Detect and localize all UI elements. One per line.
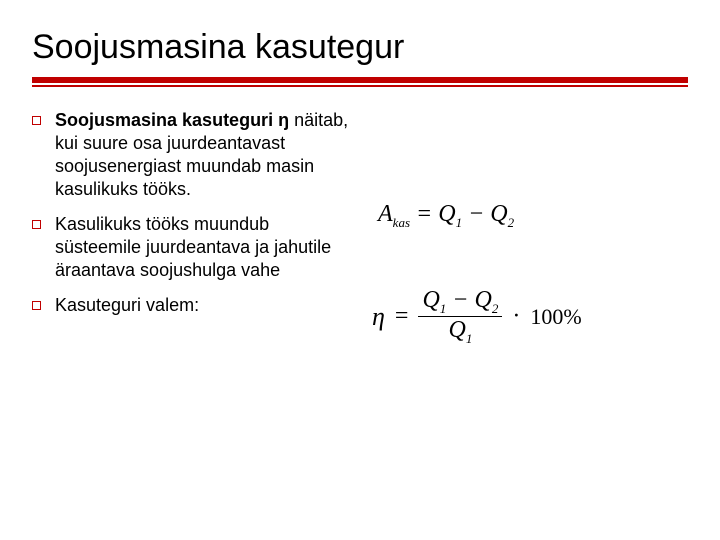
sub-2: 2 (492, 301, 499, 316)
var-Q1: Q (448, 317, 465, 343)
var-Q2: Q (490, 201, 507, 227)
list-item: Soojusmasina kasuteguri ŋ näitab, kui su… (32, 109, 352, 201)
var-Q2: Q (475, 287, 492, 313)
formula-efficiency-equation: η = Q1 − Q2 Q1 · 100% (372, 287, 582, 346)
bullet-list: Soojusmasina kasuteguri ŋ näitab, kui su… (32, 109, 352, 317)
var-A: A (378, 201, 393, 227)
sub-1: 1 (466, 331, 473, 346)
var-Q1: Q (422, 287, 439, 313)
slide: Soojusmasina kasutegur Soojusmasina kasu… (0, 0, 720, 540)
body: Soojusmasina kasuteguri ŋ näitab, kui su… (32, 109, 688, 329)
bullet-bold: Soojusmasina kasuteguri ŋ (55, 110, 289, 130)
bullet-text: Kasulikuks tööks muundub süsteemile juur… (55, 213, 352, 282)
var-eta: η (372, 302, 385, 332)
fraction: Q1 − Q2 Q1 (418, 287, 502, 346)
bullet-marker-icon (32, 116, 41, 125)
page-title: Soojusmasina kasutegur (32, 28, 688, 67)
underline-thin (32, 85, 688, 87)
formula-work-equation: Akas = Q1 − Q2 (378, 201, 514, 231)
sub-kas: kas (393, 215, 410, 230)
list-item: Kasuteguri valem: (32, 294, 352, 317)
var-Q1: Q (438, 201, 455, 227)
bullet-marker-icon (32, 220, 41, 229)
list-item: Kasulikuks tööks muundub süsteemile juur… (32, 213, 352, 282)
fraction-denominator: Q1 (444, 317, 476, 346)
fraction-numerator: Q1 − Q2 (418, 287, 502, 317)
left-column: Soojusmasina kasuteguri ŋ näitab, kui su… (32, 109, 352, 329)
title-block: Soojusmasina kasutegur (32, 28, 688, 87)
multiply-dot: · (510, 303, 522, 330)
equals-sign: = (410, 201, 438, 227)
bullet-text: Kasuteguri valem: (55, 294, 199, 317)
minus-sign: − (462, 201, 490, 227)
right-column: Akas = Q1 − Q2 η = Q1 − Q2 Q1 · 100% (372, 109, 672, 329)
bullet-text: Soojusmasina kasuteguri ŋ näitab, kui su… (55, 109, 352, 201)
sub-2: 2 (508, 215, 515, 230)
hundred-percent: 100% (530, 304, 581, 330)
title-underline (32, 77, 688, 87)
equals-sign: = (393, 303, 411, 330)
bullet-marker-icon (32, 301, 41, 310)
minus-sign: − (446, 287, 474, 313)
